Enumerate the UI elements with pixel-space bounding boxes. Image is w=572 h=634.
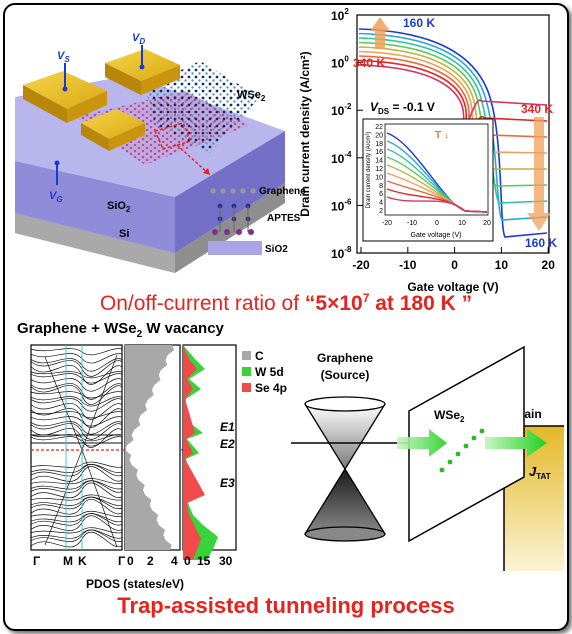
inset-y-tick: 10 [375,174,383,181]
x-tick-label: 0 [451,258,458,272]
tunneling-arrow-out [485,429,547,457]
label-340k-top: 340 K [353,56,385,70]
x-tick-label: 20 [542,258,556,272]
sio2-label: SiO2 [107,200,131,214]
x-axis-ticks: -20 -10 0 10 20 [352,247,555,272]
transfer-curve [358,28,548,238]
on-off-ratio-headline: On/off-current ratio of “5×107 at 180 K … [99,291,473,315]
y-tick-label: 10-6 [331,197,352,213]
inset-x-tick: 10 [458,220,466,227]
x-tick-label: -10 [399,258,417,272]
y-tick-label: 102 [331,7,349,23]
y-tick-label: 10-4 [331,150,352,166]
graphene-source-label: Graphene [317,351,373,365]
label-340k-right: 340 K [521,102,553,116]
inset-y-tick: 12 [375,166,383,173]
inset-y-tick: 8 [379,183,383,190]
y-axis-label: Drain current density (A/cm²) [298,51,312,216]
label-160k-top: 160 K [403,16,435,30]
svg-text:Γ: Γ [33,554,41,568]
pdos-legend: C W 5d Se 4p [242,349,287,395]
inset-y-tick: 22 [375,124,383,131]
dft-band-structure: Γ M K Γ 0 2 4 0 15 30 PDOS (states/eV) C… [30,344,287,591]
inset-y-tick: 6 [379,191,383,198]
inset-y-tick: 2 [379,208,383,215]
x-axis-label: Gate voltage (V) [407,280,498,294]
y-tick-label: 100 [331,55,349,71]
tunneling-arrow-in [397,429,447,457]
svg-text:Gate voltage (V): Gate voltage (V) [411,232,462,239]
inset-y-tick: 20 [375,132,383,139]
inset-y-tick: 18 [375,141,383,148]
inset-x-tick: -10 [407,220,417,227]
svg-text:(Source): (Source) [321,368,370,382]
svg-text:30: 30 [219,554,233,568]
y-tick-label: 10-8 [331,245,352,261]
y-axis-ticks: 102 100 10-2 10-4 10-6 10-8 [331,7,363,261]
graphical-abstract-panel: VS VD VG WSe2 SiO2 Si Graphene APTES SiO [3,3,569,631]
wse2-label: WSe2 [237,89,266,103]
transfer-curve [358,37,548,204]
vds-annotation: VDS = -0.1 V [370,100,435,116]
svg-text:C: C [255,349,264,363]
level-e3: E3 [220,476,235,490]
inset-y-tick: 14 [375,158,383,165]
trap-states [439,428,485,473]
inset-x-tick: 0 [435,220,439,227]
y-tick-label: 10-2 [331,102,352,118]
inset-y-tick: 16 [375,149,383,156]
label-160k-bottom: 160 K [525,236,557,250]
svg-text:Se 4p: Se 4p [255,381,287,395]
svg-text:0: 0 [127,554,134,568]
svg-text:Graphene: Graphene [259,186,305,197]
tunneling-schematic: Graphene (Source) Drain WSe2 JTAT [291,345,564,571]
svg-text:Drain current density (A/cm²): Drain current density (A/cm²) [366,132,372,209]
layer-stack-inset: Graphene APTES SiO2 [208,186,305,255]
vg-label: VG [49,190,63,204]
x-tick-label: 10 [495,258,509,272]
inset-t-arrow: T ↓ [435,130,449,141]
inset-x-tick: -20 [382,220,392,227]
footer-title: Trap-assisted tunneling process [117,593,455,618]
dft-panel-title: Graphene + WSe2 W vacancy [17,320,224,340]
pdos-axis-label: PDOS (states/eV) [86,577,184,591]
device-schematic: VS VD VG WSe2 SiO2 Si Graphene APTES SiO [15,32,305,273]
svg-text:SiO2: SiO2 [265,244,288,255]
sio2-layer-front [15,161,175,253]
inset-x-tick: 20 [483,220,491,227]
svg-text:0: 0 [184,554,191,568]
svg-text:K: K [78,554,87,568]
x-tick-label: -20 [352,258,370,272]
svg-text:APTES: APTES [267,213,301,224]
inset-y-tick: 4 [379,200,383,207]
wse2-barrier-label: WSe2 [434,408,465,424]
wse2-flake [145,61,260,153]
inset-curve [386,196,488,213]
level-e2: E2 [220,437,235,451]
svg-text:4: 4 [171,554,178,568]
svg-text:15: 15 [197,554,211,568]
svg-text:M: M [63,554,73,568]
svg-text:W 5d: W 5d [255,365,284,379]
jtat-label: JTAT [529,464,551,481]
dirac-cone [304,396,386,542]
si-label: Si [119,228,129,240]
svg-text:Γ: Γ [118,554,126,568]
vs-label: VS [57,50,70,64]
level-e1: E1 [220,420,235,434]
svg-text:2: 2 [147,554,154,568]
vd-label: VD [132,32,145,46]
